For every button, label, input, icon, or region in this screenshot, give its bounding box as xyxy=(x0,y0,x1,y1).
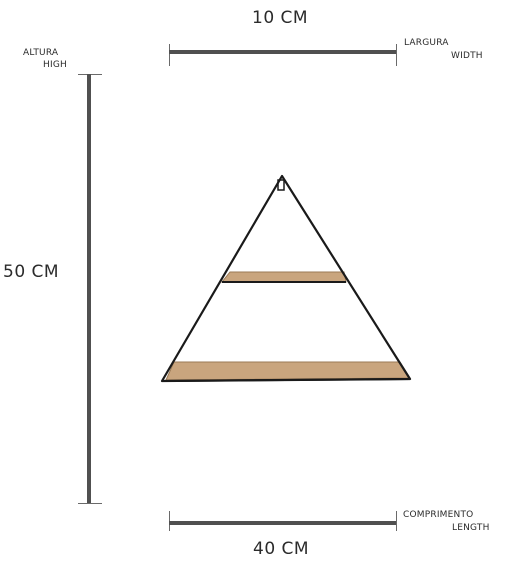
height-dimension-value: 50 CM xyxy=(3,262,60,282)
width-measure-line xyxy=(169,50,397,54)
height-label-en: HIGH xyxy=(43,60,67,70)
hanging-hook xyxy=(277,179,285,191)
length-label-pt: COMPRIMENTO xyxy=(403,510,474,520)
width-tick-left xyxy=(169,44,170,66)
length-dimension-value: 40 CM xyxy=(253,539,310,559)
width-label-pt: LARGURA xyxy=(404,38,449,48)
lower-shelf-board xyxy=(165,361,411,381)
length-label-en: LENGTH xyxy=(452,523,490,533)
width-label-en: WIDTH xyxy=(451,51,483,61)
length-tick-right xyxy=(396,511,397,531)
height-tick-bottom xyxy=(78,503,102,504)
height-label-pt: ALTURA xyxy=(23,48,59,58)
width-dimension-value: 10 CM xyxy=(252,8,309,28)
triangle-metal-frame xyxy=(160,174,412,383)
length-measure-line xyxy=(169,521,397,525)
upper-shelf-board xyxy=(220,271,347,283)
width-tick-right xyxy=(396,44,397,66)
height-measure-line xyxy=(87,74,91,504)
